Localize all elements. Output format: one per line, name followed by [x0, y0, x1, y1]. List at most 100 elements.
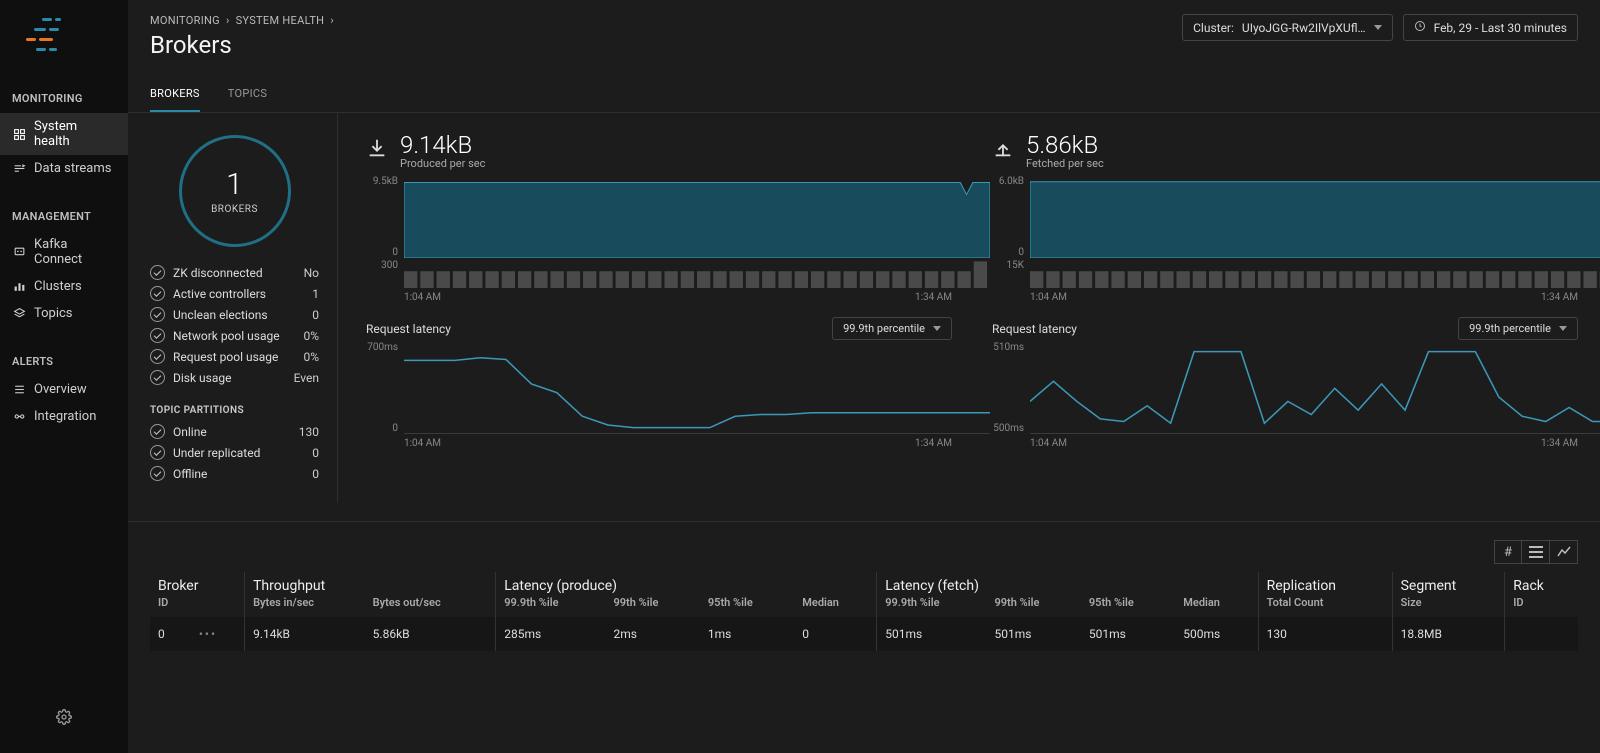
chevron-down-icon [1559, 326, 1567, 331]
table-col-header: 95th %ile [700, 596, 794, 617]
status-value: 0% [303, 350, 319, 364]
tabs: BROKERS TOPICS [128, 59, 1600, 113]
cell: 501ms [986, 617, 1080, 651]
latency-produce-chart [404, 342, 990, 434]
status-label: Active controllers [173, 287, 312, 301]
nav-item-data-streams[interactable]: Data streams [0, 155, 128, 182]
breadcrumb-monitoring[interactable]: MONITORING [150, 14, 220, 27]
status-row: Unclean elections 0 [150, 307, 319, 322]
view-trend-button[interactable] [1550, 540, 1578, 564]
view-hash-button[interactable]: # [1494, 540, 1522, 564]
table-row[interactable]: 0•••9.14kB5.86kB285ms2ms1ms0501ms501ms50… [150, 617, 1578, 651]
view-bars-button[interactable] [1522, 540, 1550, 564]
status-label: Unclean elections [173, 308, 312, 322]
status-row: ZK disconnected No [150, 265, 319, 280]
nav-item-overview[interactable]: Overview [0, 376, 128, 403]
download-icon [366, 137, 388, 163]
product-logo [0, 14, 128, 82]
plug-icon [12, 245, 26, 259]
chevron-down-icon [1374, 25, 1382, 30]
nav-section-header: ALERTS [0, 345, 128, 376]
produce-value: 9.14kB [400, 133, 485, 157]
cell: 500ms [1175, 617, 1258, 651]
table-col-header: Total Count [1258, 596, 1392, 617]
fetch-subtitle: Fetched per sec [1026, 157, 1104, 170]
status-value: Even [294, 371, 319, 385]
layers-icon [12, 307, 26, 321]
nav-item-system-health[interactable]: System health [0, 113, 128, 155]
chevron-right-icon: › [226, 14, 230, 27]
fetch-value: 5.86kB [1026, 133, 1104, 157]
nav-item-label: Data streams [34, 161, 111, 176]
view-toggle: # [150, 540, 1578, 564]
breadcrumb-system-health[interactable]: SYSTEM HEALTH [236, 14, 325, 27]
latency-fetch-chart [1030, 342, 1600, 434]
produce-column: 9.14kB Produced per sec 9.5kB0 300 1:04 … [366, 133, 952, 493]
tab-brokers[interactable]: BROKERS [150, 87, 200, 112]
table-col-header: Median [1175, 596, 1258, 617]
status-value: 1 [312, 287, 319, 301]
cell: 1ms [700, 617, 794, 651]
bars-icon [12, 280, 26, 294]
nav-item-kafka-connect[interactable]: Kafka Connect [0, 231, 128, 273]
status-label: Offline [173, 467, 312, 481]
fetch-area-chart [1030, 176, 1600, 258]
nav-item-topics[interactable]: Topics [0, 300, 128, 327]
table-col-header: 99th %ile [986, 596, 1080, 617]
status-row: Disk usage Even [150, 370, 319, 385]
cluster-select[interactable]: Cluster: UIyoJGG-Rw2IlVpXUfl… [1182, 14, 1392, 41]
produce-percentile-select[interactable]: 99.9th percentile [832, 317, 952, 340]
nav-item-clusters[interactable]: Clusters [0, 273, 128, 300]
sidebar: MONITORINGSystem healthData streamsMANAG… [0, 0, 128, 753]
table-col-header: 95th %ile [1081, 596, 1175, 617]
table-group-header: Replication [1258, 572, 1392, 596]
check-icon [150, 328, 165, 343]
flow-icon [12, 162, 26, 176]
fetch-column: 5.86kB Fetched per sec 6.0kB0 15K 1:04 A… [992, 133, 1578, 493]
row-actions[interactable]: ••• [191, 617, 245, 651]
time-range-picker[interactable]: Feb, 29 - Last 30 minutes [1403, 14, 1578, 41]
table-group-header: Latency (produce) [496, 572, 877, 596]
nav-item-integration[interactable]: Integration [0, 403, 128, 430]
table-col-header: 99.9th %ile [496, 596, 606, 617]
check-icon [150, 307, 165, 322]
check-icon [150, 286, 165, 301]
check-icon [150, 466, 165, 481]
cell: 5.86kB [365, 617, 496, 651]
nav-item-label: Integration [34, 409, 96, 424]
status-label: Request pool usage [173, 350, 303, 364]
status-value: 0 [312, 467, 319, 481]
cell: 0 [150, 617, 191, 651]
status-value: 0 [312, 446, 319, 460]
nav-item-label: System health [34, 119, 116, 149]
nav-item-label: Topics [34, 306, 73, 321]
topic-partitions-header: TOPIC PARTITIONS [150, 405, 319, 416]
cell: 2ms [605, 617, 699, 651]
table-group-header: Throughput [245, 572, 496, 596]
upload-icon [992, 137, 1014, 163]
nav-item-label: Overview [34, 382, 87, 397]
produce-area-chart [404, 176, 990, 258]
status-row: Under replicated 0 [150, 445, 319, 460]
status-value: 0 [312, 308, 319, 322]
broker-count-value: 1 [226, 167, 243, 202]
broker-count-ring: 1 BROKERS [179, 135, 291, 247]
cluster-value: UIyoJGG-Rw2IlVpXUfl… [1242, 21, 1366, 35]
check-icon [150, 424, 165, 439]
table-col-header: ID [1505, 596, 1578, 617]
cell [1505, 617, 1578, 651]
brokers-table: BrokerThroughputLatency (produce)Latency… [150, 572, 1578, 651]
broker-count-label: BROKERS [211, 204, 258, 215]
fetch-bar-chart [1030, 260, 1600, 288]
brokers-table-section: # BrokerThroughputLatency (produce)Laten… [128, 522, 1600, 681]
table-col-header: ID [150, 596, 191, 617]
time-range-label: Feb, 29 - Last 30 minutes [1434, 21, 1567, 35]
settings-gear[interactable] [0, 699, 128, 739]
status-value: 0% [303, 329, 319, 343]
tab-topics[interactable]: TOPICS [228, 87, 267, 112]
cell: 285ms [496, 617, 606, 651]
latency-produce-title: Request latency [366, 322, 451, 336]
fetch-percentile-select[interactable]: 99.9th percentile [1458, 317, 1578, 340]
nav-item-label: Clusters [34, 279, 82, 294]
table-group-header: Broker [150, 572, 245, 596]
